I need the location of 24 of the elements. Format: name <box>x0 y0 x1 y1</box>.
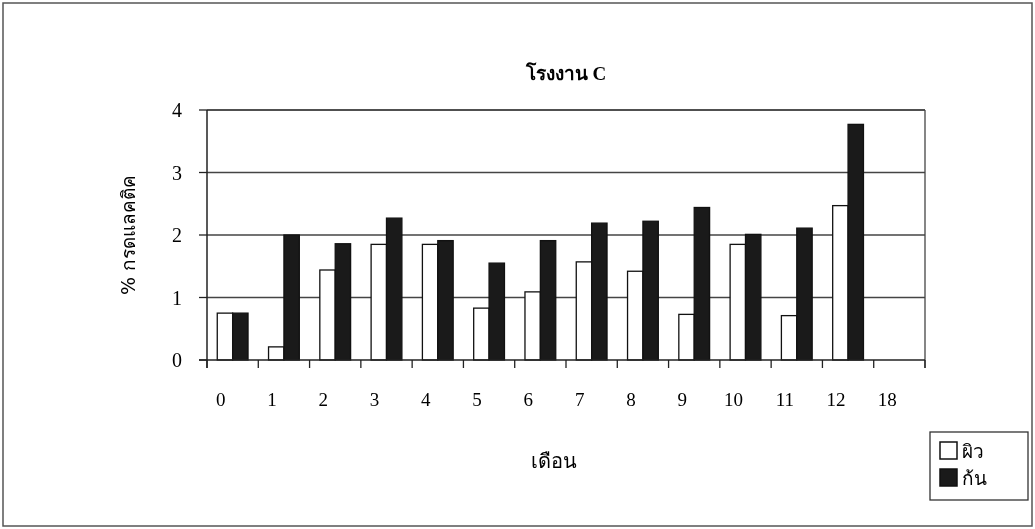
x-tick-label: 12 <box>826 389 846 410</box>
legend-label: ก้น <box>962 467 987 489</box>
x-tick-label: 18 <box>877 389 897 410</box>
y-tick-label: 4 <box>172 99 182 121</box>
x-tick-label: 0 <box>215 389 226 410</box>
y-tick-label: 1 <box>172 286 182 309</box>
x-axis-title: เดือน <box>531 450 577 472</box>
x-tick-label: 3 <box>369 389 380 410</box>
x-tick-label: 10 <box>724 389 743 410</box>
x-tick-label: 1 <box>267 389 277 410</box>
x-tick-label: 9 <box>677 389 687 410</box>
x-tick-label: 11 <box>775 389 794 410</box>
y-tick-label: 0 <box>172 349 182 371</box>
x-tick-label: 5 <box>472 389 482 410</box>
x-tick-label: 2 <box>318 389 328 410</box>
chart-title: โรงงาน C <box>524 62 607 84</box>
x-tick-label: 4 <box>421 389 432 410</box>
y-axis-title: % กรดแลคติค <box>117 174 139 296</box>
y-tick-label: 3 <box>172 161 182 184</box>
legend-label: ผิว <box>962 440 984 462</box>
x-tick-label: 7 <box>574 389 585 410</box>
y-tick-label: 2 <box>172 224 182 246</box>
x-tick-label: 8 <box>626 389 636 410</box>
x-tick-label: 6 <box>523 389 534 410</box>
